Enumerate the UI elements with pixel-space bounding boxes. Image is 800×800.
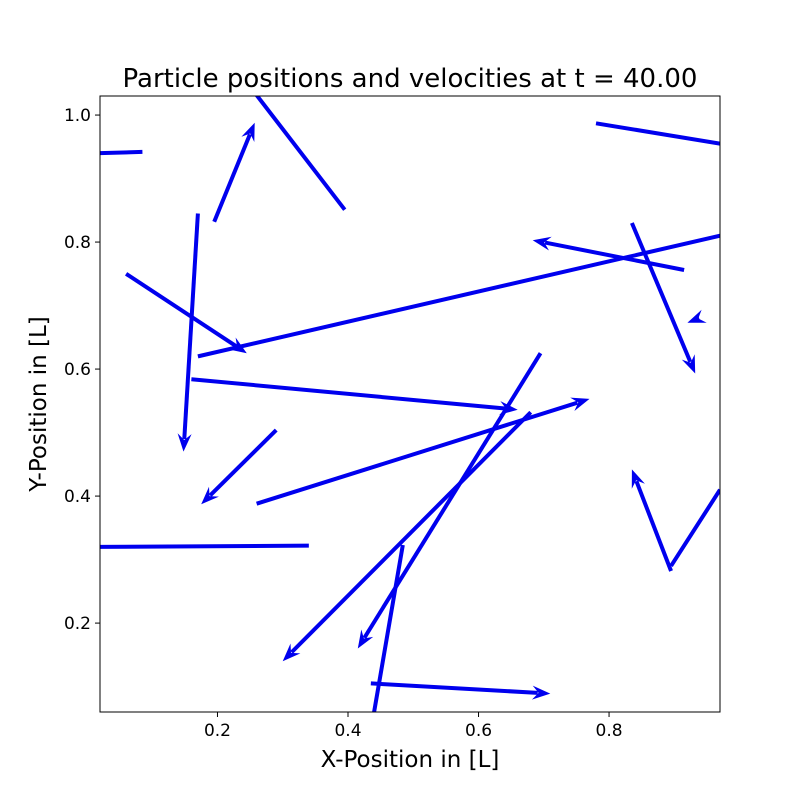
y-tick-label: 1.0 (64, 106, 91, 126)
arrow-shaft (669, 488, 720, 568)
velocity-arrow (177, 213, 200, 452)
arrow-head (570, 397, 590, 411)
x-tick-label: 0.8 (596, 721, 623, 741)
arrow-shaft (544, 240, 685, 272)
arrow-shaft (208, 428, 278, 497)
x-axis-label: X-Position in [L] (321, 747, 500, 773)
x-tick-label: 0.4 (334, 721, 361, 741)
arrow-shaft (370, 681, 538, 695)
arrow-shaft (212, 133, 252, 223)
arrow-shaft (595, 121, 720, 146)
velocity-arrow (370, 681, 551, 700)
arrow-head (282, 643, 301, 662)
arrow-head (357, 629, 374, 649)
velocity-arrow (630, 222, 696, 374)
arrow-head (687, 309, 707, 323)
arrow-shaft (182, 213, 200, 440)
arrow-head (681, 354, 696, 374)
velocity-arrow (100, 543, 309, 549)
arrow-head (201, 486, 219, 505)
arrow-layer (100, 96, 720, 712)
arrow-shaft (634, 480, 673, 572)
arrow-shaft (191, 377, 506, 411)
velocity-arrow (201, 428, 278, 505)
velocity-arrow (197, 233, 720, 359)
velocity-arrow (282, 410, 533, 662)
arrow-shaft (125, 272, 238, 348)
y-tick-label: 0.6 (64, 360, 91, 380)
y-tick-label: 0.8 (64, 233, 91, 253)
arrow-shaft (100, 149, 143, 156)
arrow-head (531, 685, 551, 700)
arrow-head (241, 122, 255, 142)
arrow-shaft (630, 222, 693, 363)
y-tick-label: 0.4 (64, 487, 91, 507)
arrow-head (532, 236, 552, 251)
arrow-shaft (197, 233, 720, 359)
plot-frame (99, 95, 721, 713)
velocity-arrow (212, 122, 255, 223)
arrow-head (177, 433, 192, 452)
chart-title: Particle positions and velocities at t =… (123, 64, 698, 94)
velocity-arrow (669, 488, 720, 568)
y-tick-label: 0.2 (64, 614, 91, 634)
velocity-arrow (687, 309, 707, 323)
x-tick-label: 0.2 (204, 721, 231, 741)
arrow-head (631, 469, 645, 489)
x-axis-ticks: 0.2 0.4 0.6 0.8 (204, 712, 623, 741)
velocity-arrow (100, 149, 143, 156)
x-tick-label: 0.6 (465, 721, 492, 741)
y-axis-ticks: 0.2 0.4 0.6 0.8 1.0 (64, 106, 100, 634)
arrow-shaft (254, 96, 347, 211)
y-axis-label: Y-Position in [L] (26, 316, 52, 493)
arrow-shaft (100, 543, 309, 549)
velocity-arrow (631, 469, 673, 572)
velocity-arrow (254, 96, 347, 211)
velocity-arrow (532, 236, 685, 272)
velocity-arrow (595, 121, 720, 146)
arrow-shaft (290, 410, 533, 654)
